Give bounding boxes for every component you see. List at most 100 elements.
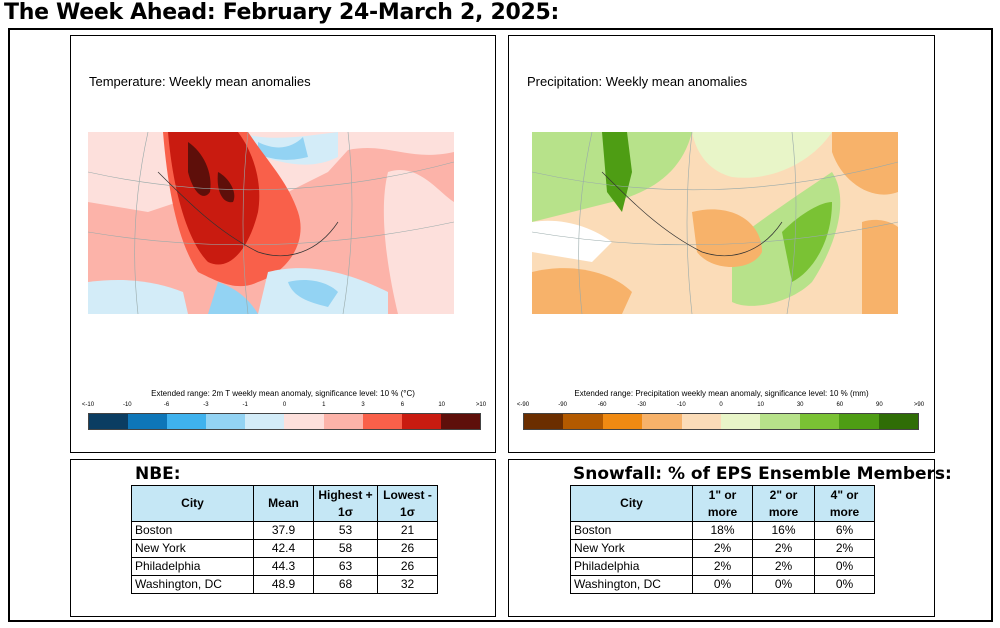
- table-row: Washington, DC 48.9 68 32: [131, 575, 438, 594]
- color-swatch: [284, 414, 324, 429]
- color-swatch: [362, 414, 402, 429]
- table-cell: Washington, DC: [570, 575, 693, 594]
- color-swatch: [760, 414, 800, 429]
- snowfall-panel: Snowfall: % of EPS Ensemble Members: Cit…: [508, 459, 952, 617]
- column-header: 2" or more: [752, 485, 815, 522]
- table-cell: 58: [313, 539, 378, 558]
- table-row: New York 42.4 58 26: [131, 539, 438, 558]
- scale-tick-label: 6: [400, 402, 405, 408]
- scale-tick-label: -3: [203, 402, 209, 408]
- scale-tick-label: 90: [876, 402, 883, 408]
- page-title: The Week Ahead: February 24-March 2, 202…: [4, 0, 559, 25]
- table-cell: 2%: [692, 557, 753, 576]
- scale-tick-label: -30: [637, 402, 647, 408]
- scale-tick-label: 3: [361, 402, 365, 408]
- table-header-row: City 1" or more 2" or more 4" or more: [570, 485, 875, 522]
- table-row: Philadelphia 2% 2% 0%: [570, 557, 875, 576]
- table-cell: 2%: [814, 539, 875, 558]
- scale-tick-label: -90: [558, 402, 567, 408]
- scale-tick-label: -10: [122, 402, 132, 408]
- table-cell: 63: [313, 557, 378, 576]
- temperature-color-scale: [88, 413, 481, 430]
- table-cell: 2%: [752, 557, 815, 576]
- color-swatch: [524, 414, 564, 429]
- table-cell: 16%: [752, 521, 815, 540]
- table-cell: 6%: [814, 521, 875, 540]
- color-swatch: [799, 414, 840, 429]
- table-cell: Boston: [570, 521, 693, 540]
- content-frame: [8, 28, 993, 622]
- color-swatch: [128, 414, 168, 429]
- scale-tick-label: -1: [242, 402, 248, 408]
- table-cell: 26: [377, 539, 438, 558]
- table-header-row: City Mean Highest + 1σ Lowest - 1σ: [131, 485, 438, 522]
- column-header: Lowest - 1σ: [377, 485, 438, 522]
- scale-tick-label: 60: [836, 402, 844, 408]
- column-header: Mean: [253, 485, 314, 522]
- table-row: Boston 18% 16% 6%: [570, 521, 875, 540]
- table-cell: 42.4: [253, 539, 314, 558]
- color-swatch: [440, 414, 480, 429]
- precipitation-panel: Precipitation: Weekly mean anomalies Ext…: [508, 35, 935, 453]
- column-header: City: [131, 485, 254, 522]
- scale-tick-label: 10: [757, 402, 764, 408]
- temperature-scale-label: Extended range: 2m T weekly mean anomaly…: [151, 389, 415, 398]
- precipitation-map-title: Precipitation: Weekly mean anomalies: [527, 74, 748, 89]
- snowfall-title: Snowfall: % of EPS Ensemble Members:: [573, 464, 952, 484]
- table-cell: 2%: [752, 539, 815, 558]
- table-cell: 2%: [692, 539, 753, 558]
- scale-tick-label: 30: [796, 402, 804, 408]
- color-swatch: [89, 414, 129, 429]
- color-swatch: [167, 414, 207, 429]
- temperature-map-title: Temperature: Weekly mean anomalies: [89, 74, 311, 89]
- color-swatch: [245, 414, 285, 429]
- column-header: 1" or more: [692, 485, 753, 522]
- table-cell: Boston: [131, 521, 254, 540]
- color-swatch: [602, 414, 643, 429]
- table-cell: Philadelphia: [131, 557, 254, 576]
- precipitation-color-scale: [523, 413, 919, 430]
- scale-tick-label: -6: [163, 402, 170, 408]
- color-swatch: [878, 414, 919, 429]
- scale-tick-label: -10: [677, 402, 686, 408]
- precipitation-scale-ticks: <-90 -90 -60 -30 -10 0 10 30 60 90 >90: [517, 402, 924, 412]
- table-cell: Philadelphia: [570, 557, 693, 576]
- table-cell: Washington, DC: [131, 575, 254, 594]
- column-header: 4" or more: [814, 485, 875, 522]
- table-cell: 32: [377, 575, 438, 594]
- table-row: Boston 37.9 53 21: [131, 521, 438, 540]
- color-swatch: [681, 414, 722, 429]
- table-cell: 37.9: [253, 521, 314, 540]
- scale-tick-label: >90: [913, 402, 925, 408]
- color-swatch: [642, 414, 682, 429]
- temperature-panel: Temperature: Weekly mean anomalies Exten…: [70, 35, 496, 453]
- scale-tick-label: 10: [438, 402, 446, 408]
- nbe-table: City Mean Highest + 1σ Lowest - 1σ Bosto…: [131, 485, 438, 594]
- color-swatch: [206, 414, 246, 429]
- table-cell: 53: [313, 521, 378, 540]
- scale-tick-label: 0: [719, 402, 723, 408]
- table-cell: 44.3: [253, 557, 314, 576]
- table-cell: 0%: [814, 557, 875, 576]
- table-cell: 0%: [752, 575, 815, 594]
- precipitation-anomaly-map: [532, 132, 898, 314]
- scale-tick-label: -60: [597, 402, 607, 408]
- nbe-title: NBE:: [135, 464, 181, 484]
- column-header: Highest + 1σ: [313, 485, 378, 522]
- color-swatch: [323, 414, 363, 429]
- table-row: New York 2% 2% 2%: [570, 539, 875, 558]
- temperature-scale-ticks: <-10 -10 -6 -3 -1 0 1 3 6 10 >10: [82, 402, 486, 412]
- table-cell: 0%: [692, 575, 753, 594]
- table-cell: New York: [131, 539, 254, 558]
- table-cell: New York: [570, 539, 693, 558]
- table-cell: 48.9: [253, 575, 314, 594]
- table-cell: 0%: [814, 575, 875, 594]
- scale-tick-label: >10: [475, 402, 487, 408]
- color-swatch: [721, 414, 761, 429]
- table-cell: 21: [377, 521, 438, 540]
- column-header: City: [570, 485, 693, 522]
- temperature-anomaly-map: [88, 132, 454, 314]
- table-row: Philadelphia 44.3 63 26: [131, 557, 438, 576]
- precipitation-scale-label: Extended range: Precipitation weekly mea…: [574, 389, 869, 398]
- color-swatch: [839, 414, 879, 429]
